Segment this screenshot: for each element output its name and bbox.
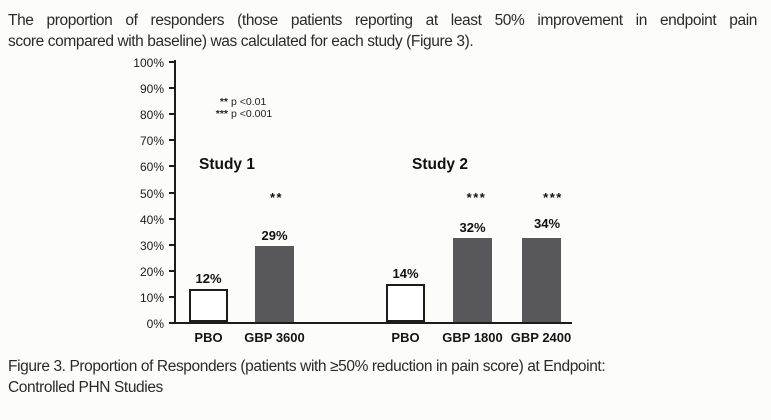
bar-value-label: 32%: [459, 220, 486, 236]
y-axis-tick-label: 40%: [139, 212, 164, 227]
y-axis-tick: [169, 243, 174, 246]
y-axis-tick: [169, 61, 174, 63]
bar-value-label: 34%: [533, 216, 561, 232]
x-axis-category-label: GBP 1800: [442, 330, 503, 345]
y-axis-tick: [169, 87, 174, 90]
x-axis-category-label: PBO: [194, 330, 223, 345]
y-axis-tick-label: 100%: [133, 56, 164, 70]
study-group-label: Study 2: [412, 156, 468, 173]
significance-marker: ***: [543, 190, 563, 205]
caption-line-1: Figure 3. Proportion of Responders (pati…: [8, 358, 606, 375]
legend-text: p <0.01: [231, 96, 267, 108]
intro-line-2: score compared with baseline) was calcul…: [8, 33, 474, 50]
y-axis-tick: [169, 113, 174, 116]
y-axis-tick-label: 10%: [139, 290, 164, 305]
y-axis-tick: [169, 165, 174, 168]
legend-marker: ***: [215, 108, 228, 120]
bar-gbp-3600-study1: [255, 246, 294, 322]
y-axis-tick: [169, 139, 174, 142]
bar-value-label: 14%: [392, 266, 419, 282]
bar-gbp-2400-study2: [521, 238, 561, 322]
y-axis-line: [174, 60, 176, 324]
y-axis-tick-label: 50%: [139, 186, 164, 201]
caption-line-2: Controlled PHN Studies: [8, 379, 163, 396]
bar-value-label: 29%: [261, 228, 288, 244]
y-axis-tick: [169, 295, 174, 298]
x-axis-category-label: PBO: [391, 330, 420, 345]
bar-pbo-study2: [386, 284, 425, 322]
intro-line-1: The proportion of responders (those pati…: [8, 12, 757, 29]
y-axis-tick-label: 0%: [146, 317, 164, 331]
y-axis-tick-label: 90%: [139, 82, 164, 97]
bar-value-label: 12%: [195, 271, 222, 287]
legend-marker: **: [219, 96, 228, 108]
y-axis-tick-label: 60%: [139, 160, 164, 175]
y-axis-tick: [169, 269, 174, 272]
bar-gbp-1800-study2: [453, 238, 492, 322]
legend-row: *** p <0.001: [211, 108, 272, 120]
study-group-label: Study 1: [199, 156, 255, 173]
y-axis-tick: [169, 191, 174, 194]
bar-pbo-study1: [189, 289, 228, 322]
x-axis-category-label: GBP 2400: [510, 330, 572, 345]
y-axis-tick-label: 30%: [139, 238, 164, 253]
x-axis-line: [174, 322, 572, 324]
significance-marker: ***: [466, 190, 487, 205]
legend-text: p <0.001: [231, 108, 273, 120]
y-axis-tick-label: 20%: [139, 264, 164, 279]
intro-paragraph: The proportion of responders (those pati…: [8, 10, 757, 52]
legend-row: ** p <0.01: [211, 96, 267, 108]
figure-caption: Figure 3. Proportion of Responders (pati…: [8, 356, 606, 398]
y-axis-tick-label: 70%: [139, 134, 164, 149]
y-axis-tick: [169, 322, 174, 324]
y-axis-tick-label: 80%: [139, 108, 164, 123]
significance-marker: **: [269, 190, 284, 205]
x-axis-category-label: GBP 3600: [244, 330, 305, 345]
y-axis-tick: [169, 217, 174, 220]
